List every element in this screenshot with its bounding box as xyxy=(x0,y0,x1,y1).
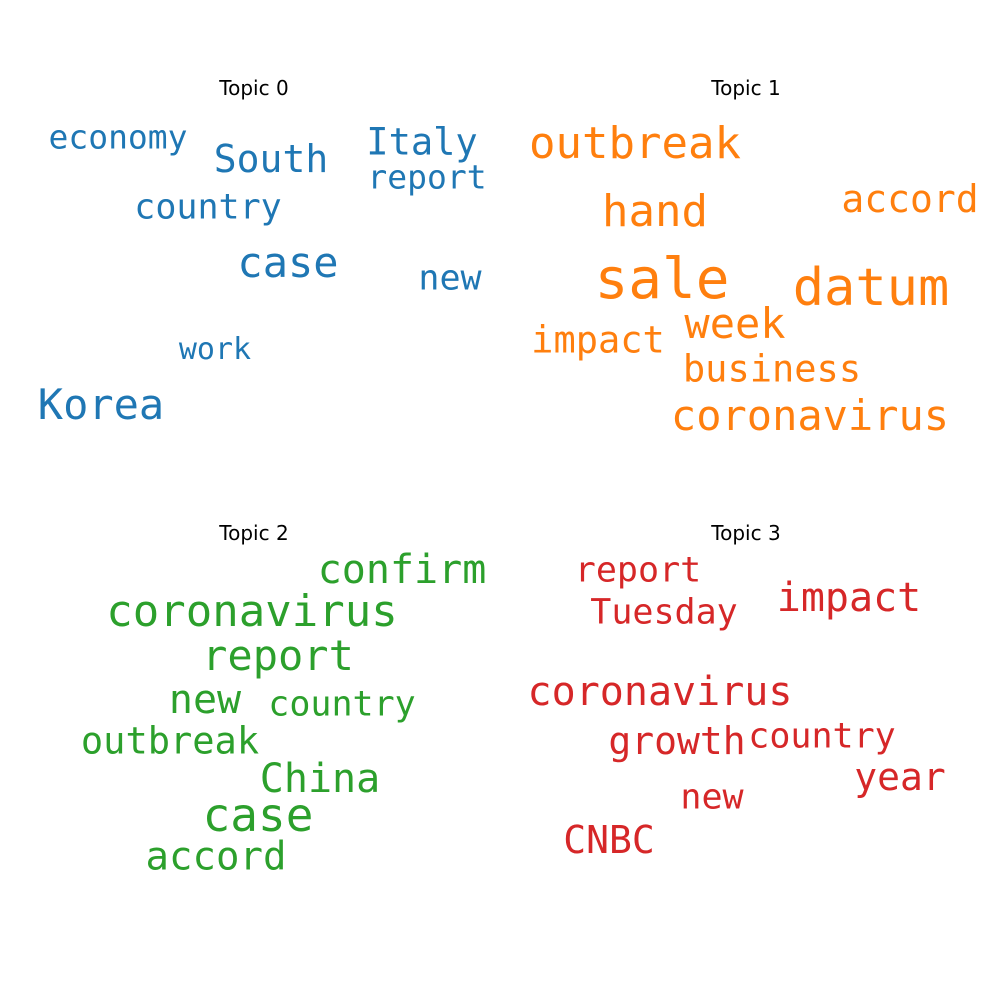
topic-2-word-coronavirus: coronavirus xyxy=(106,586,398,637)
topic-1-word-hand: hand xyxy=(602,186,708,237)
topic-2-word-new: new xyxy=(168,677,242,723)
topic-1-word-outbreak: outbreak xyxy=(529,118,741,169)
topic-2-word-case: case xyxy=(202,788,314,842)
topic-1-title: Topic 1 xyxy=(711,76,781,100)
topic-3-word-coronavirus: coronavirus xyxy=(527,669,793,715)
topic-0-word-economy: economy xyxy=(48,117,188,157)
topic-2-title: Topic 2 xyxy=(219,521,289,545)
topic-0-panel: Topic 0 economy South Italy report country ca… xyxy=(0,0,500,500)
topic-1-word-coronavirus: coronavirus xyxy=(670,391,950,440)
topic-3-word-country: country xyxy=(748,716,896,757)
topic-1-word-business: business xyxy=(682,347,862,391)
topic-3-word-report: report xyxy=(574,550,702,591)
topic-2-word-confirm: confirm xyxy=(317,547,487,593)
topic-1-word-datum: datum xyxy=(792,258,950,318)
topic-1-word-accord: accord xyxy=(841,177,979,221)
topic-3-word-cnbc: CNBC xyxy=(563,818,655,862)
topic-0-word-report: report xyxy=(367,157,487,197)
topic-0-word-country: country xyxy=(134,187,282,228)
topic-3-word-year: year xyxy=(854,755,946,799)
topic-3-word-tuesday: Tuesday xyxy=(590,592,738,633)
topic-0-word-new: new xyxy=(418,258,482,299)
topic-1-word-sale: sale xyxy=(594,247,730,312)
topic-2-word-report: report xyxy=(202,631,354,680)
topic-1-word-week: week xyxy=(684,299,786,348)
topic-3-word-impact: impact xyxy=(776,575,922,621)
topic-2-word-accord: accord xyxy=(145,834,287,880)
topic-2-word-outbreak: outbreak xyxy=(80,719,260,763)
topic-0-word-south: South xyxy=(213,137,329,181)
topic-3-title: Topic 3 xyxy=(711,521,781,545)
topic-1-word-impact: impact xyxy=(531,318,665,362)
topic-3-word-new: new xyxy=(680,777,744,818)
topic-2-word-country: country xyxy=(268,684,416,725)
topic-2-panel: Topic 2 confirm coronavirus report new count… xyxy=(0,445,500,945)
topic-2-word-china: China xyxy=(259,756,381,802)
topic-1-panel: Topic 1 outbreak hand accord sale datum week i… xyxy=(500,0,1000,500)
topic-0-word-case: case xyxy=(237,238,339,287)
topic-0-word-italy: Italy xyxy=(366,120,478,164)
topic-0-title: Topic 0 xyxy=(219,76,289,100)
topic-0-word-korea: Korea xyxy=(37,380,165,429)
topic-0-word-work: work xyxy=(178,332,252,367)
topic-3-panel: Topic 3 report Tuesday impact coronavirus gr… xyxy=(500,445,1000,945)
topic-3-word-growth: growth xyxy=(608,719,746,763)
